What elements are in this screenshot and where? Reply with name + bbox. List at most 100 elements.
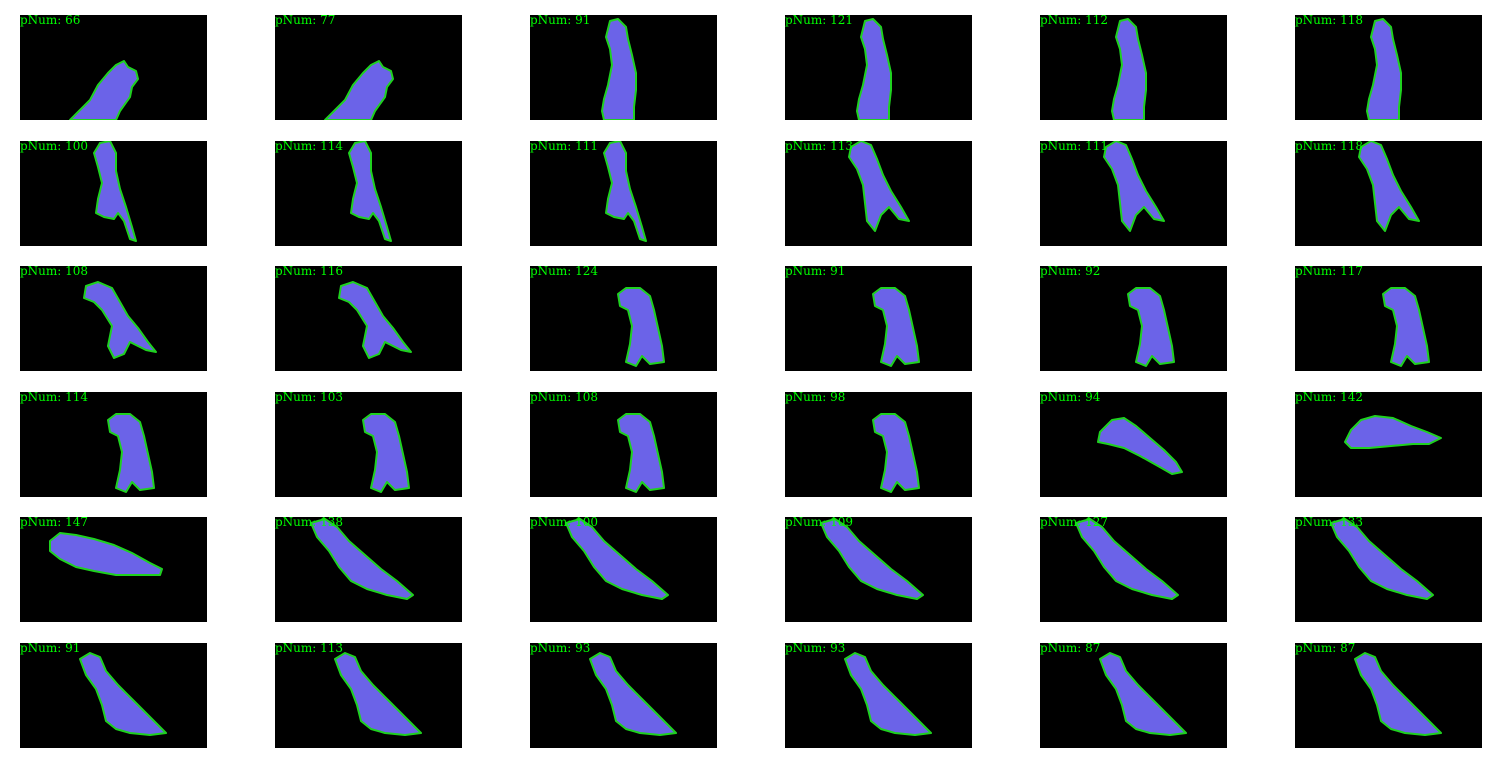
contour-outline <box>348 141 392 242</box>
segmentation-frame: pNum: 111 <box>1040 141 1227 246</box>
pnum-label: pNum: 108 <box>530 392 599 404</box>
pnum-label: pNum: 127 <box>1040 517 1109 529</box>
contour-outline <box>310 518 414 600</box>
segmentation-frame: pNum: 98 <box>785 392 972 497</box>
segmentation-frame: pNum: 121 <box>785 15 972 120</box>
segmentation-frame: pNum: 91 <box>530 15 717 120</box>
contour-outline <box>362 413 410 493</box>
segmentation-frame: pNum: 109 <box>785 517 972 622</box>
bird-silhouette <box>83 281 157 359</box>
segmentation-frame: pNum: 114 <box>20 392 207 497</box>
pnum-label: pNum: 94 <box>1040 392 1101 404</box>
contour-outline <box>1382 287 1430 367</box>
contour-outline <box>1330 518 1434 600</box>
segmentation-frame: pNum: 127 <box>1040 517 1227 622</box>
segmentation-frame: pNum: 66 <box>20 15 207 120</box>
segmentation-frame: pNum: 133 <box>1295 517 1482 622</box>
contour-outline <box>617 413 665 493</box>
segmentation-frame: pNum: 147 <box>20 517 207 622</box>
bird-silhouette <box>1358 141 1420 232</box>
pnum-label: pNum: 103 <box>275 392 344 404</box>
segmentation-frame: pNum: 142 <box>1295 392 1482 497</box>
contour-outline <box>334 652 422 736</box>
pnum-label: pNum: 111 <box>1040 141 1109 153</box>
bird-silhouette <box>589 652 677 736</box>
contour-outline <box>844 652 932 736</box>
contour-outline <box>69 60 139 120</box>
segmentation-frame: pNum: 111 <box>530 141 717 246</box>
bird-silhouette <box>49 532 163 576</box>
pnum-label: pNum: 109 <box>785 517 854 529</box>
contour-outline <box>338 281 412 359</box>
bird-silhouette <box>1330 518 1434 600</box>
segmentation-frame: pNum: 117 <box>1295 266 1482 371</box>
contour-outline <box>1099 652 1187 736</box>
segmentation-frame: pNum: 118 <box>1295 141 1482 246</box>
pnum-label: pNum: 124 <box>530 266 599 278</box>
pnum-label: pNum: 92 <box>1040 266 1101 278</box>
bird-silhouette <box>617 287 665 367</box>
segmentation-frame: pNum: 116 <box>275 266 462 371</box>
contour-outline <box>1366 18 1402 120</box>
contour-outline <box>1344 415 1442 449</box>
bird-silhouette <box>338 281 412 359</box>
pnum-label: pNum: 93 <box>785 643 846 655</box>
segmentation-frame: pNum: 87 <box>1295 643 1482 748</box>
contour-outline <box>872 413 920 493</box>
bird-silhouette <box>1344 415 1442 449</box>
pnum-label: pNum: 112 <box>1040 15 1109 27</box>
segmentation-frame: pNum: 87 <box>1040 643 1227 748</box>
contour-outline <box>603 141 647 242</box>
contour-outline <box>565 518 669 600</box>
pnum-label: pNum: 91 <box>20 643 81 655</box>
bird-silhouette <box>1099 652 1187 736</box>
pnum-label: pNum: 100 <box>20 141 89 153</box>
pnum-label: pNum: 108 <box>20 266 89 278</box>
contour-outline <box>617 287 665 367</box>
segmentation-frame: pNum: 91 <box>785 266 972 371</box>
pnum-label: pNum: 133 <box>1295 517 1364 529</box>
bird-silhouette <box>872 287 920 367</box>
segmentation-frame: pNum: 91 <box>20 643 207 748</box>
contour-outline <box>820 518 924 600</box>
bird-silhouette <box>362 413 410 493</box>
contour-outline <box>848 141 910 232</box>
contour-outline <box>1358 141 1420 232</box>
segmentation-frame: pNum: 94 <box>1040 392 1227 497</box>
bird-silhouette <box>856 18 892 120</box>
segmentation-frame: pNum: 124 <box>530 266 717 371</box>
contour-outline <box>1127 287 1175 367</box>
segmentation-frame: pNum: 108 <box>20 266 207 371</box>
contour-outline <box>83 281 157 359</box>
bird-silhouette <box>848 141 910 232</box>
bird-silhouette <box>1103 141 1165 232</box>
pnum-label: pNum: 117 <box>1295 266 1364 278</box>
contour-outline <box>872 287 920 367</box>
pnum-label: pNum: 113 <box>785 141 854 153</box>
pnum-label: pNum: 98 <box>785 392 846 404</box>
contour-outline <box>79 652 167 736</box>
bird-silhouette <box>107 413 155 493</box>
pnum-label: pNum: 87 <box>1040 643 1101 655</box>
bird-silhouette <box>1075 518 1179 600</box>
contour-outline <box>601 18 637 120</box>
bird-silhouette <box>1111 18 1147 120</box>
pnum-label: pNum: 142 <box>1295 392 1364 404</box>
pnum-label: pNum: 113 <box>275 643 344 655</box>
segmentation-frame: pNum: 103 <box>275 392 462 497</box>
bird-silhouette <box>603 141 647 242</box>
contour-outline <box>1111 18 1147 120</box>
bird-silhouette <box>1382 287 1430 367</box>
bird-silhouette <box>69 60 139 120</box>
pnum-label: pNum: 147 <box>20 517 89 529</box>
segmentation-frame: pNum: 113 <box>275 643 462 748</box>
contour-outline <box>1354 652 1442 736</box>
pnum-label: pNum: 121 <box>785 15 854 27</box>
pnum-label: pNum: 118 <box>1295 141 1364 153</box>
contour-outline <box>856 18 892 120</box>
bird-silhouette <box>1097 417 1183 475</box>
bird-silhouette <box>1366 18 1402 120</box>
segmentation-frame: pNum: 112 <box>1040 15 1227 120</box>
bird-silhouette <box>844 652 932 736</box>
